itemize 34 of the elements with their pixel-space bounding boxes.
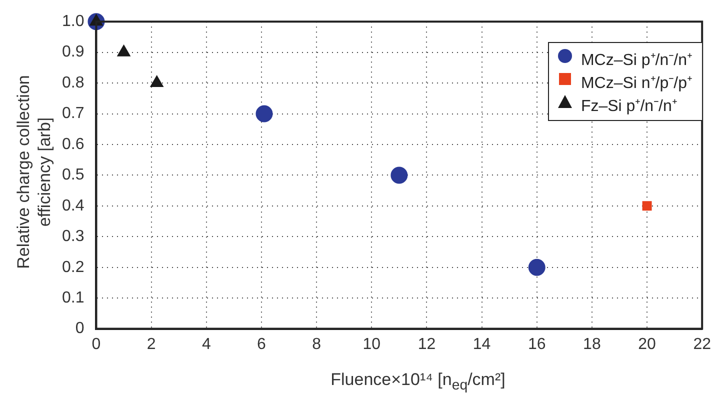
point: [528, 258, 546, 276]
y-tick-label: 0.7: [62, 105, 84, 122]
x-tick-label: 8: [312, 336, 322, 353]
x-tick-label: 14: [472, 336, 491, 353]
x-tick-label: 4: [202, 336, 211, 353]
y-tick-label: 0.9: [62, 44, 84, 61]
y-tick-label: 0.5: [62, 166, 84, 184]
point: [642, 201, 652, 211]
x-axis-title: Fluence×10¹⁴ [n$_{eq}$/cm²]: [330, 370, 506, 394]
y-tick-label: 0.6: [62, 136, 84, 153]
y-tick-label: 0.8: [62, 74, 84, 92]
y-tick-label: 0.4: [62, 197, 84, 214]
legend-label: MCz–Si p⁺/n⁻/n⁺: [580, 50, 692, 70]
x-tick-label: 20: [638, 336, 656, 353]
x-tick-label: 6: [257, 336, 266, 353]
x-tick-label: 18: [583, 336, 601, 353]
y-tick-label: 0.1: [62, 289, 84, 306]
y-tick-label: 0: [75, 320, 84, 338]
legend-label: Fz–Si p⁺/n⁻/n⁺: [580, 96, 677, 116]
point: [390, 166, 408, 184]
x-tick-label: 16: [528, 336, 546, 353]
x-tick-label: 22: [693, 336, 712, 353]
y-tick-label: 1.0: [62, 13, 84, 30]
y-tick-label: 0.3: [62, 228, 84, 246]
x-tick-label: 12: [418, 336, 436, 353]
x-tick-label: 0: [92, 336, 101, 353]
point: [256, 105, 273, 122]
y-tick-label: 0.2: [62, 258, 84, 276]
x-tick-label: 10: [362, 336, 381, 353]
y-axis-title: Relative charge collection efficiency [arb]: [13, 75, 55, 269]
point: [117, 44, 130, 56]
legend-label: MCz–Si n⁺/p⁻/p⁺: [580, 74, 692, 92]
x-tick-label: 2: [146, 336, 156, 353]
point: [150, 76, 164, 88]
